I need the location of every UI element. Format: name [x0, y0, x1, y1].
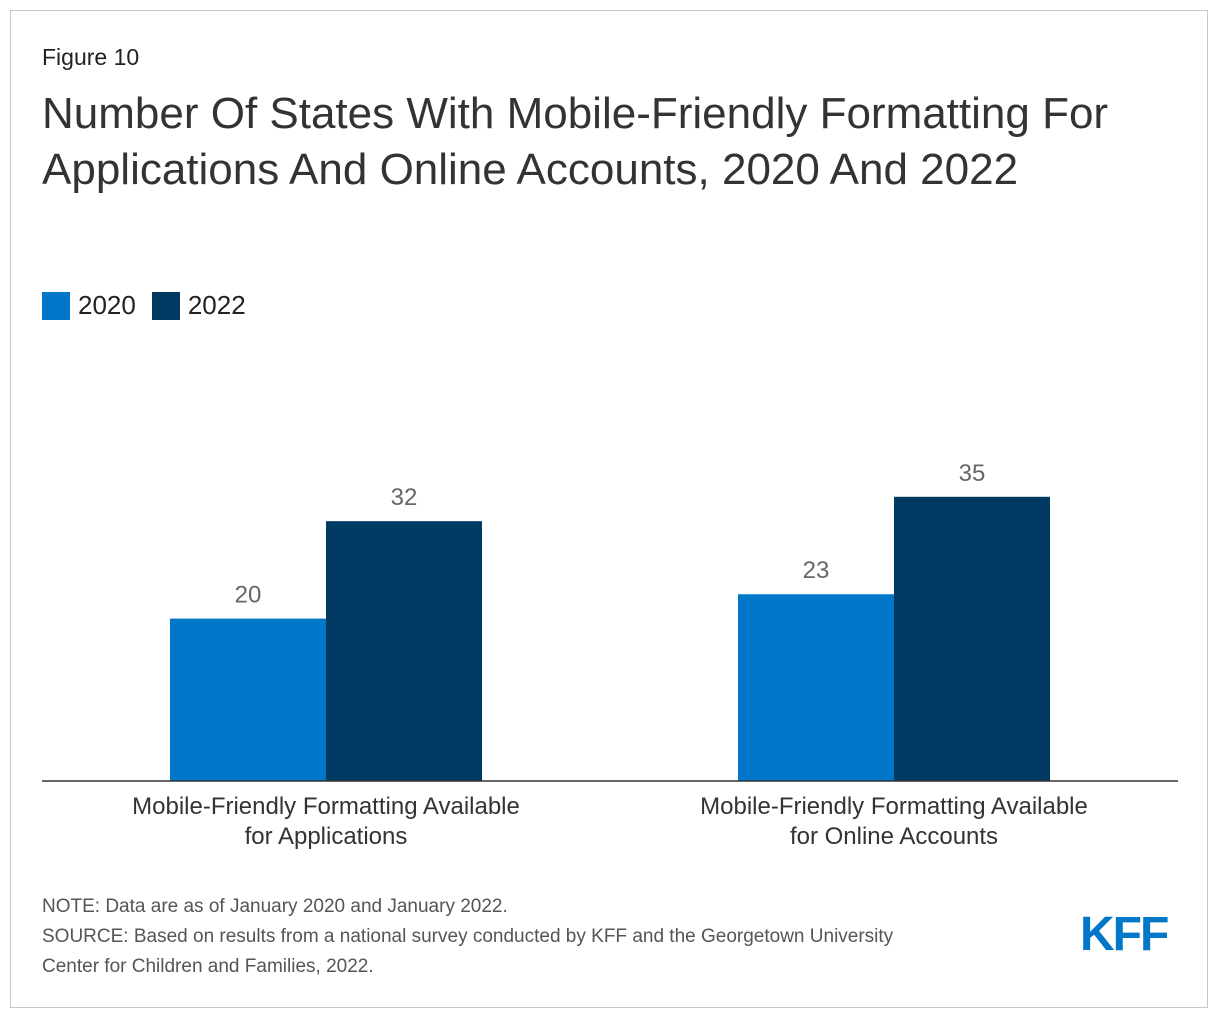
legend-item-2022: 2022 — [151, 290, 246, 321]
note-text: NOTE: Data are as of January 2020 and Ja… — [42, 896, 508, 917]
legend-swatch-2020 — [42, 291, 70, 320]
kff-logo-text: KFF — [1080, 908, 1168, 956]
legend-item-2020: 2020 — [42, 290, 136, 321]
legend-label-2020: 2020 — [78, 290, 136, 320]
chart-title: Number Of States With Mobile-Friendly Fo… — [42, 89, 1109, 194]
source-text-line1: SOURCE: Based on results from a national… — [42, 926, 894, 947]
data-label-2020-category-1: 23 — [803, 557, 830, 584]
data-label-2022-category-0: 32 — [391, 484, 418, 511]
category-label-applications-line2: for Applications — [244, 823, 408, 850]
bar-2020-category-0 — [170, 618, 326, 781]
legend-swatch-2022 — [151, 291, 180, 320]
source-text-line2: Center for Children and Families, 2022. — [42, 956, 374, 977]
category-label-online-accounts-line1: Mobile-Friendly Formatting Available — [700, 793, 1088, 820]
legend: 2020 2022 — [42, 290, 262, 321]
category-label-online-accounts-line2: for Online Accounts — [789, 823, 999, 850]
legend-label-2022: 2022 — [187, 290, 246, 320]
bar-2022-category-1 — [894, 496, 1050, 781]
figure-label: Figure 10 — [42, 44, 140, 70]
category-label-applications-line1: Mobile-Friendly Formatting Available — [132, 793, 520, 820]
data-label-2022-category-1: 35 — [959, 460, 986, 487]
data-label-2020-category-0: 20 — [235, 582, 262, 609]
bar-2022-category-0 — [326, 521, 482, 781]
bar-2020-category-1 — [738, 594, 894, 781]
category-label-applications: Mobile-Friendly Formatting Available for… — [76, 792, 576, 852]
kff-logo: KFF — [1080, 908, 1170, 956]
category-label-online-accounts: Mobile-Friendly Formatting Available for… — [644, 792, 1144, 852]
